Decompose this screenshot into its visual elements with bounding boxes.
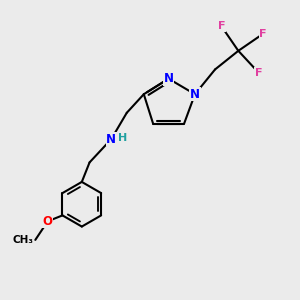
Text: N: N [106,133,116,146]
Text: F: F [218,21,225,31]
Text: F: F [260,29,267,39]
Text: N: N [190,88,200,101]
Text: F: F [255,68,262,77]
Text: CH₃: CH₃ [13,235,34,245]
Text: N: N [164,72,174,85]
Text: H: H [118,133,128,142]
Text: O: O [43,215,53,228]
